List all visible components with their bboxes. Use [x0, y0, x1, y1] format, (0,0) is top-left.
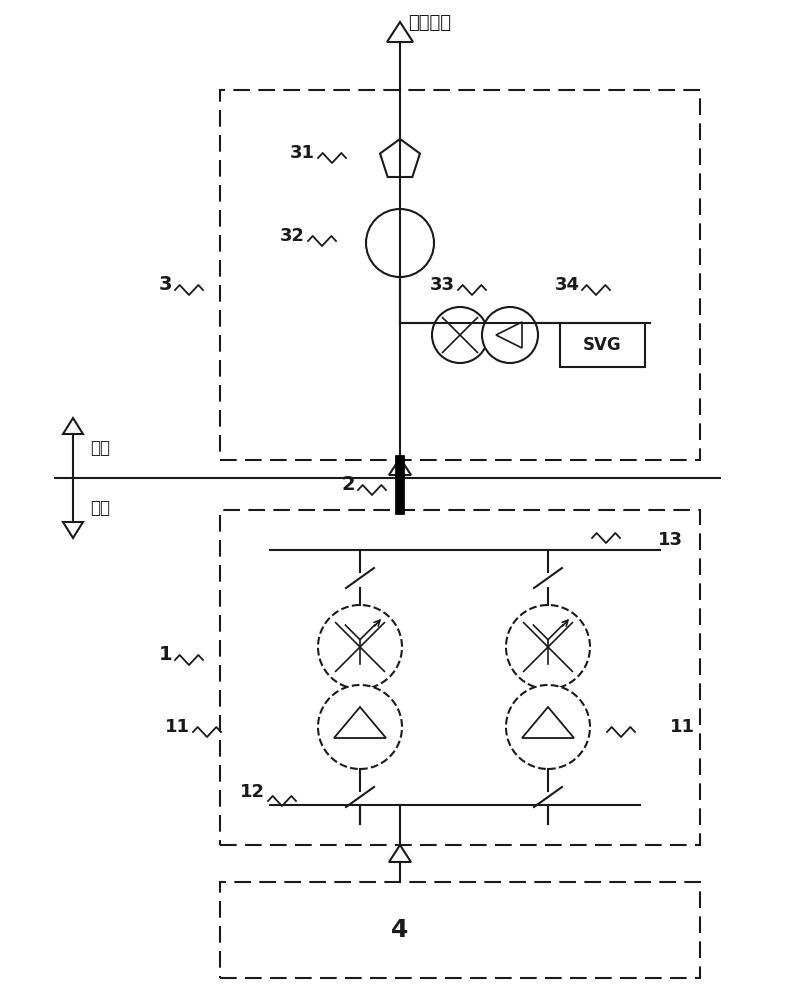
Text: 34: 34: [555, 276, 580, 294]
Circle shape: [318, 605, 402, 689]
Text: 13: 13: [658, 531, 683, 549]
Text: 1: 1: [158, 645, 172, 664]
Circle shape: [506, 605, 590, 689]
Polygon shape: [389, 845, 411, 862]
Text: 32: 32: [280, 227, 305, 245]
Text: 11: 11: [670, 718, 695, 736]
Text: 2: 2: [341, 475, 355, 494]
Polygon shape: [389, 458, 411, 475]
Polygon shape: [63, 418, 83, 434]
Bar: [560, 323, 645, 367]
Polygon shape: [387, 22, 413, 42]
Circle shape: [432, 307, 488, 363]
Text: 31: 31: [290, 144, 315, 162]
Text: 3: 3: [158, 275, 172, 294]
Circle shape: [506, 685, 590, 769]
Text: 海侧: 海侧: [90, 499, 110, 517]
Text: 陆侧: 陆侧: [90, 439, 110, 457]
Polygon shape: [380, 139, 420, 177]
Text: 11: 11: [165, 718, 190, 736]
Text: SVG: SVG: [583, 336, 622, 354]
Circle shape: [318, 685, 402, 769]
Text: 12: 12: [240, 783, 265, 801]
Text: 33: 33: [430, 276, 455, 294]
Circle shape: [366, 209, 434, 277]
Polygon shape: [63, 522, 83, 538]
Text: 系统电网: 系统电网: [408, 14, 451, 32]
Circle shape: [482, 307, 538, 363]
Text: 4: 4: [392, 918, 408, 942]
